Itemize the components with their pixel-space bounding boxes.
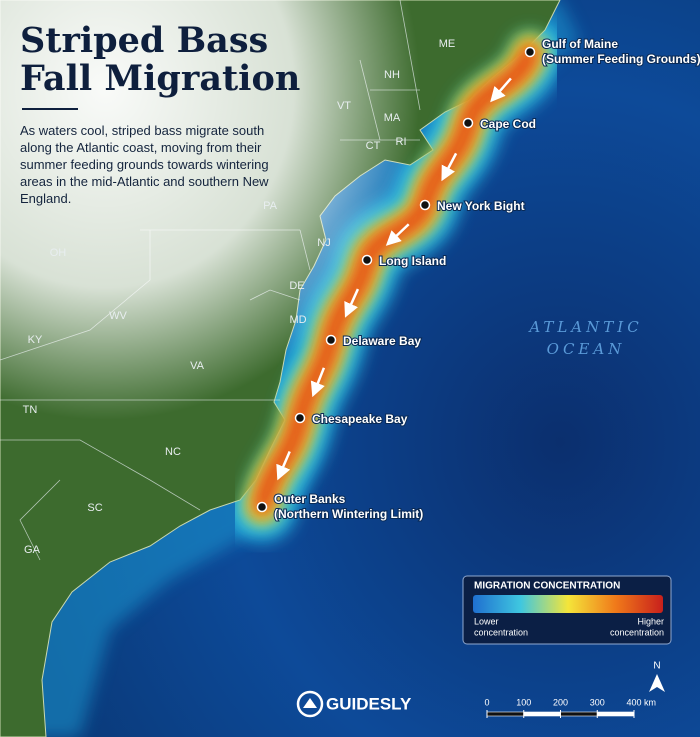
state-label: GA: [24, 544, 41, 556]
ocean-label: ATLANTIC: [527, 318, 642, 336]
state-label: KY: [28, 334, 43, 346]
state-label: MD: [289, 314, 306, 326]
scale-label: 200: [553, 697, 568, 707]
location-marker: [419, 199, 431, 211]
state-label: NH: [384, 69, 400, 81]
location-label: Delaware Bay: [343, 334, 421, 348]
scale-bar: 0 100 200 300 400 km: [484, 697, 656, 718]
legend-low: Lower: [474, 616, 499, 626]
location-marker: [524, 46, 536, 58]
legend-high: Higher: [637, 616, 664, 626]
location-label: Chesapeake Bay: [312, 412, 408, 426]
state-label: SC: [87, 502, 102, 514]
scale-label: 400: [626, 697, 641, 707]
flow-arrow: [385, 223, 410, 246]
title-rule: [22, 108, 78, 110]
flow-arrow: [276, 450, 291, 481]
flow-arrow: [441, 152, 458, 182]
compass-arrow: [649, 674, 665, 692]
title-line: Fall Migration: [20, 58, 301, 99]
logo: GUIDESLY: [296, 690, 412, 718]
scale-segment: [560, 711, 598, 717]
flow-arrow: [344, 288, 360, 318]
state-label: OH: [50, 247, 67, 259]
location-note: (Northern Wintering Limit): [274, 507, 423, 521]
location-note: (Summer Feeding Grounds): [542, 52, 700, 66]
logo-text: GUIDESLY: [326, 694, 412, 713]
state-label: TN: [23, 404, 38, 416]
flow-arrow: [310, 367, 326, 398]
state-label: CT: [366, 140, 381, 152]
legend-low: concentration: [474, 627, 528, 637]
state-label: RI: [396, 136, 407, 148]
location-label: Long Island: [379, 254, 446, 268]
scale-label: 300: [590, 697, 605, 707]
state-label: NC: [165, 446, 181, 458]
scale-segment: [596, 711, 635, 717]
state-label: ME: [439, 38, 456, 50]
flow-arrow: [490, 77, 512, 103]
scale-segment: [486, 711, 525, 717]
location-marker: [325, 334, 337, 346]
state-label: DE: [289, 280, 304, 292]
location-marker: [256, 501, 268, 513]
scale-label: 100: [516, 697, 531, 707]
state-label: PA: [263, 200, 278, 212]
ocean-label: OCEAN: [547, 340, 626, 358]
title-line: Striped Bass: [20, 20, 269, 61]
scale-unit: km: [644, 697, 656, 707]
scale-label: 0: [484, 697, 489, 707]
state-label: WV: [109, 310, 127, 322]
scale-segment: [523, 711, 561, 717]
description: As waters cool, striped bass migrate sou…: [20, 123, 269, 206]
legend-high: concentration: [610, 627, 664, 637]
state-label: VT: [337, 100, 351, 112]
location-marker: [462, 117, 474, 129]
state-label: VA: [190, 360, 205, 372]
location-label: Cape Cod: [480, 117, 536, 131]
compass-n: N: [653, 661, 660, 672]
title: Striped Bass Fall Migration: [20, 22, 300, 98]
legend-bar: [473, 595, 663, 613]
location-label: Gulf of Maine: [542, 37, 618, 51]
legend-title: MIGRATION CONCENTRATION: [474, 581, 620, 592]
legend: MIGRATION CONCENTRATION Lower concentrat…: [462, 575, 672, 645]
location-label: Outer Banks: [274, 492, 346, 506]
logo-icon: [303, 698, 317, 708]
location-marker: [294, 412, 306, 424]
logo-icon: [296, 690, 324, 718]
location-marker: [361, 254, 373, 266]
state-label: NJ: [317, 237, 330, 249]
compass: N: [649, 661, 665, 692]
state-label: MA: [384, 112, 401, 124]
location-label: New York Bight: [437, 199, 525, 213]
